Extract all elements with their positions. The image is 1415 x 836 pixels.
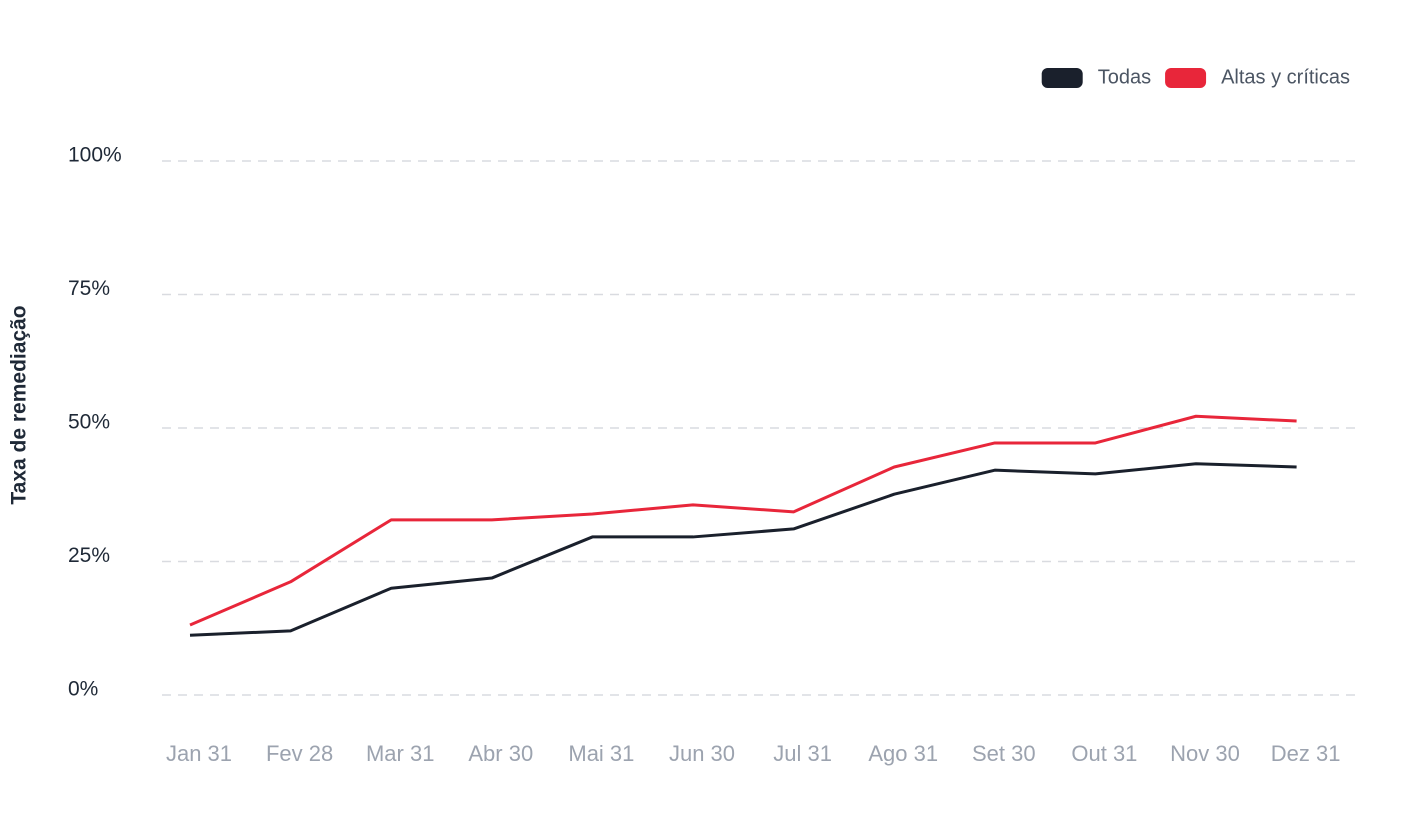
x-tick-label: Abr 30 bbox=[468, 741, 533, 766]
x-tick-label: Ago 31 bbox=[868, 741, 938, 766]
legend-label: Todas bbox=[1098, 66, 1151, 88]
y-tick-label: 25% bbox=[68, 544, 110, 567]
legend-swatch bbox=[1041, 68, 1083, 88]
x-tick-label: Set 30 bbox=[972, 741, 1036, 766]
x-tick-label: Jan 31 bbox=[166, 741, 232, 766]
series-line bbox=[189, 462, 1297, 637]
x-tick-label: Jul 31 bbox=[773, 741, 832, 766]
y-tick-label: 0% bbox=[68, 678, 98, 701]
y-axis-title: Taxa de remediação bbox=[8, 305, 31, 504]
y-tick-label: 75% bbox=[68, 277, 110, 300]
series-line bbox=[189, 414, 1297, 627]
x-tick-label: Out 31 bbox=[1071, 741, 1137, 766]
legend-swatch bbox=[1165, 68, 1207, 88]
x-tick-label: Dez 31 bbox=[1271, 741, 1341, 766]
y-tick-label: 50% bbox=[68, 411, 110, 434]
x-tick-label: Mar 31 bbox=[366, 741, 434, 766]
y-tick-label: 100% bbox=[68, 144, 122, 167]
x-tick-label: Nov 30 bbox=[1170, 741, 1240, 766]
x-tick-label: Fev 28 bbox=[266, 741, 333, 766]
x-tick-label: Mai 31 bbox=[568, 741, 634, 766]
x-tick-label: Jun 30 bbox=[669, 741, 735, 766]
legend-label: Altas y críticas bbox=[1221, 66, 1350, 88]
